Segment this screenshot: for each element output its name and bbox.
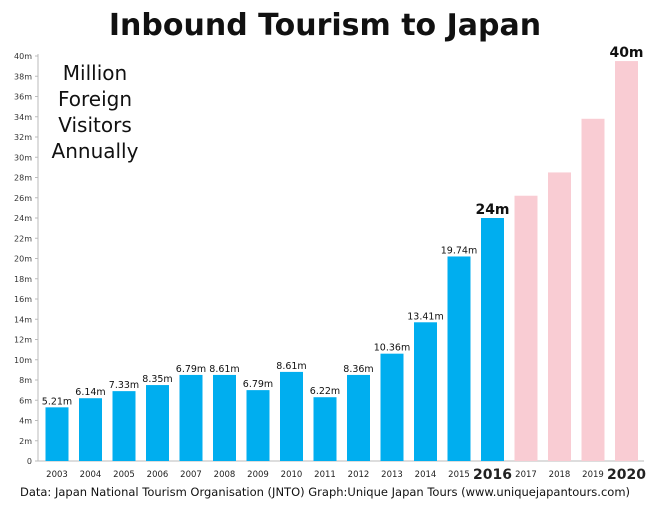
bar-2017 (514, 195, 538, 461)
y-tick-label: 4m (19, 417, 32, 426)
x-tick-label: 2008 (214, 470, 236, 480)
y-tick-label: 22m (14, 234, 32, 243)
y-tick-label: 0 (27, 457, 32, 466)
bar-2006 (146, 385, 169, 461)
bar-2016 (481, 218, 504, 461)
y-tick-label: 8m (19, 376, 32, 385)
bar-2005 (112, 391, 136, 461)
data-label: 13.41m (407, 311, 443, 322)
x-tick-label: 2014 (415, 470, 437, 480)
data-label: 24m (475, 202, 509, 218)
bar-2009 (246, 390, 270, 461)
y-tick-label: 24m (14, 214, 32, 223)
y-tick-label: 20m (14, 255, 32, 264)
x-tick-label: 2018 (549, 470, 571, 480)
data-label: 6.79m (176, 364, 206, 375)
y-tick-label: 18m (14, 275, 32, 284)
bar-2019 (581, 118, 605, 462)
bar-2018 (548, 172, 571, 461)
annotation-line: Visitors (58, 113, 132, 137)
data-label: 8.61m (276, 361, 306, 372)
data-label: 8.36m (343, 364, 373, 375)
chart-annotation: Million Foreign Visitors Annually (30, 60, 160, 164)
y-tick-label: 6m (19, 396, 32, 405)
y-tick-label: 36m (14, 93, 32, 102)
bar-2010 (280, 371, 303, 461)
x-tick-label: 2004 (80, 470, 102, 480)
bar-2008 (213, 374, 236, 461)
x-tick-label: 2016 (473, 467, 512, 483)
annotation-line: Foreign (57, 87, 133, 111)
data-label: 6.79m (243, 379, 273, 390)
y-tick-label: 12m (14, 336, 32, 345)
data-label: 6.14m (75, 387, 105, 398)
data-label: 10.36m (374, 343, 410, 354)
y-tick-label: 14m (14, 315, 32, 324)
y-tick-label: 40m (14, 52, 32, 61)
y-tick-label: 28m (14, 174, 32, 183)
bar-2011 (313, 397, 337, 461)
y-tick-label: 2m (19, 437, 32, 446)
y-tick-label: 32m (14, 133, 32, 142)
y-tick-label: 16m (14, 295, 32, 304)
x-tick-label: 2006 (147, 470, 169, 480)
y-tick-label: 26m (14, 194, 32, 203)
data-label: 6.22m (310, 386, 340, 397)
bar-2003 (45, 407, 69, 461)
data-label: 8.61m (209, 364, 239, 375)
chart-title: Inbound Tourism to Japan (108, 8, 542, 43)
x-tick-label: 2017 (515, 470, 537, 480)
bar-2020 (615, 61, 638, 461)
bar-2014 (414, 322, 437, 461)
x-tick-label: 2003 (46, 470, 68, 480)
x-tick-label: 2009 (247, 470, 269, 480)
x-tick-label: 2015 (448, 470, 470, 480)
data-label: 40m (609, 45, 643, 61)
data-label: 8.35m (142, 374, 172, 385)
y-tick-label: 30m (14, 153, 32, 162)
x-tick-label: 2020 (607, 467, 646, 483)
x-tick-label: 2019 (582, 470, 604, 480)
bar-2004 (79, 398, 102, 461)
annotation-line: Million (62, 61, 128, 85)
bar-2013 (380, 353, 404, 461)
bar-2015 (447, 256, 471, 461)
annotation-line: Annually (51, 139, 139, 163)
x-tick-label: 2011 (314, 470, 336, 480)
footer-source: Data: Japan National Tourism Organisatio… (19, 485, 631, 499)
bar-2012 (347, 374, 370, 461)
x-tick-label: 2005 (113, 470, 135, 480)
x-tick-label: 2007 (180, 470, 202, 480)
y-tick-label: 34m (14, 113, 32, 122)
data-label: 7.33m (109, 380, 139, 391)
x-tick-label: 2013 (381, 470, 403, 480)
y-tick-label: 38m (14, 72, 32, 81)
y-tick-label: 10m (14, 356, 32, 365)
bar-2007 (179, 374, 203, 461)
data-label: 5.21m (42, 396, 72, 407)
data-label: 19.74m (441, 245, 477, 256)
x-tick-label: 2010 (281, 470, 303, 480)
x-tick-label: 2012 (348, 470, 370, 480)
